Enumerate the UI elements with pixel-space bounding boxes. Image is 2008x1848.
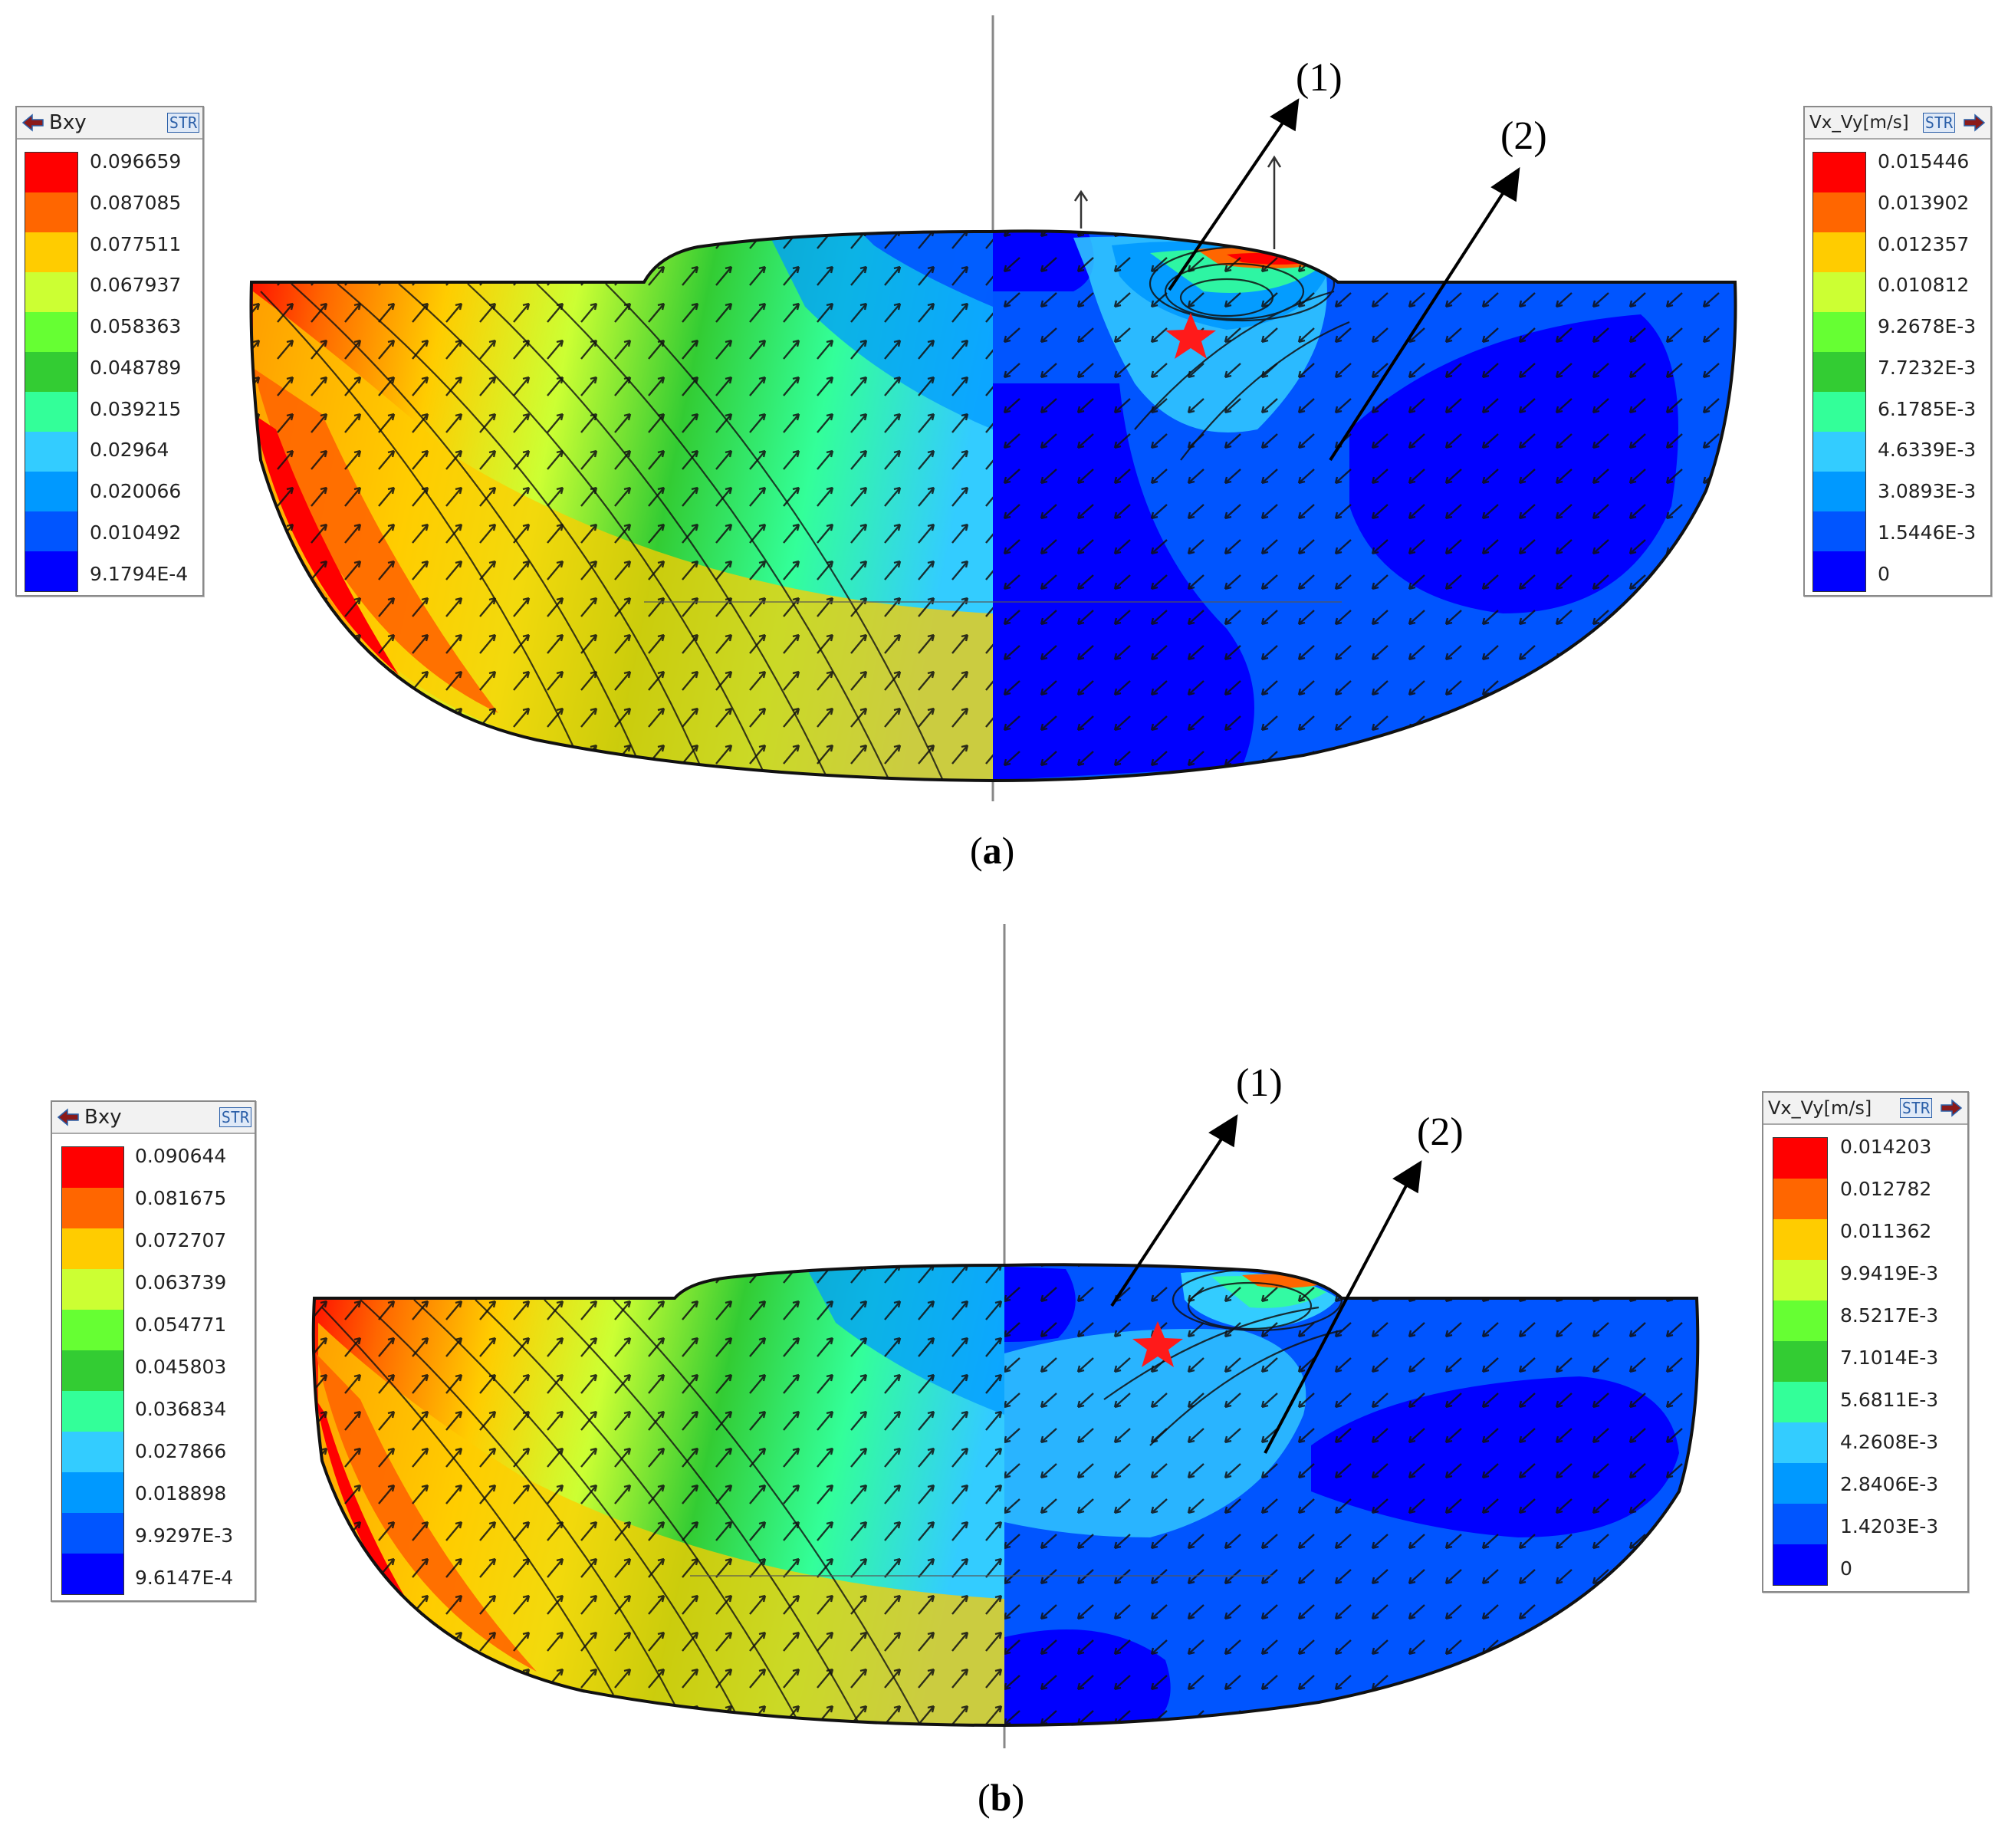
color-scale [61, 1146, 124, 1595]
str-badge[interactable]: STR [219, 1107, 251, 1127]
legend-value: 0.015446 [1878, 150, 1970, 173]
legend-value: 0.054771 [135, 1314, 227, 1336]
color-scale [1773, 1137, 1828, 1586]
panel-a: (1) (2) Bxy STR 0.096659 0.087085 0.0775… [15, 15, 1992, 872]
legend-value: 0.020066 [90, 480, 182, 502]
legend-value: 9.1794E-4 [90, 563, 189, 585]
legend-value: 9.9297E-3 [135, 1524, 234, 1547]
legend-value: 0.039215 [90, 398, 182, 420]
field-plot-b [311, 924, 1700, 1748]
caption-a: (a) [970, 829, 1015, 872]
legend-value: 0.077511 [90, 233, 182, 255]
star-marker-a [1165, 313, 1216, 359]
legend-value: 9.2678E-3 [1878, 315, 1977, 337]
legend-value: 0.012357 [1878, 233, 1970, 255]
legend-value: 0.096659 [90, 150, 182, 173]
annotation-label-1-a: (1) [1296, 56, 1343, 100]
velocity-field-region-b [1004, 1264, 1698, 1725]
magnetic-field-region-b [313, 1265, 1004, 1725]
annotation-label-2-b: (2) [1417, 1110, 1464, 1154]
legend-value: 1.5446E-3 [1878, 521, 1977, 544]
legend-title: Bxy [49, 111, 87, 134]
legend-value: 0 [1878, 563, 1890, 585]
legend-title: Vx_Vy[m/s] [1768, 1097, 1872, 1119]
legend-value: 0.048789 [90, 357, 182, 379]
legend-value: 0.058363 [90, 315, 182, 337]
arrow-left-icon[interactable] [55, 1106, 81, 1129]
legend-bxy-b: Bxy STR 0.090644 0.081675 0.072707 0.063… [51, 1100, 256, 1602]
legend-value: 0.02964 [90, 439, 169, 461]
legend-value: 4.6339E-3 [1878, 439, 1977, 461]
color-scale [1812, 152, 1866, 592]
legend-value: 9.6147E-4 [135, 1567, 234, 1589]
annotation-label-1-b: (1) [1236, 1061, 1283, 1105]
crucible-outline-b [311, 1263, 1700, 1728]
legend-value: 6.1785E-3 [1878, 398, 1977, 420]
crucible-outline-a [249, 229, 1737, 783]
legend-value: 0.063739 [135, 1271, 227, 1294]
color-scale [25, 152, 78, 592]
legend-value: 0.018898 [135, 1482, 227, 1504]
legend-value: 0.010812 [1878, 274, 1970, 296]
legend-value: 0.014203 [1840, 1136, 1932, 1158]
caption-b: (b) [978, 1776, 1025, 1819]
legend-value: 7.1014E-3 [1840, 1347, 1939, 1369]
str-badge[interactable]: STR [166, 113, 199, 133]
legend-value: 3.0893E-3 [1878, 480, 1977, 502]
legend-value: 0.045803 [135, 1356, 227, 1378]
arrow-left-icon[interactable] [20, 111, 46, 134]
legend-value: 0.081675 [135, 1187, 227, 1209]
legend-velocity-a: Vx_Vy[m/s] STR 0.015446 0.013902 0.01235… [1803, 106, 1992, 597]
legend-value: 9.9419E-3 [1840, 1262, 1939, 1284]
legend-value: 0.027866 [135, 1440, 227, 1462]
annotation-arrows-a [1168, 98, 1520, 462]
panel-b: (1) (2) Bxy STR 0.090644 0.081675 0.0727… [0, 924, 2008, 1848]
legend-value: 5.6811E-3 [1840, 1389, 1939, 1411]
legend-value: 0.013902 [1878, 192, 1970, 214]
legend-title: Vx_Vy[m/s] [1809, 113, 1909, 133]
legend-title: Bxy [84, 1106, 122, 1129]
star-marker-b [1132, 1321, 1183, 1367]
arrow-right-icon[interactable] [1961, 111, 1987, 134]
legend-value: 0.067937 [90, 274, 182, 296]
annotation-arrows-b [1110, 1114, 1422, 1454]
legend-value: 2.8406E-3 [1840, 1473, 1939, 1495]
arrow-right-icon[interactable] [1938, 1097, 1964, 1120]
legend-value: 7.7232E-3 [1878, 357, 1977, 379]
legend-value: 4.2608E-3 [1840, 1431, 1939, 1453]
magnetic-field-region-a [251, 232, 993, 781]
str-badge[interactable]: STR [1899, 1098, 1932, 1118]
str-badge[interactable]: STR [1922, 113, 1955, 133]
field-plot-a [249, 15, 1737, 801]
legend-value: 8.5217E-3 [1840, 1304, 1939, 1327]
annotation-label-2-a: (2) [1500, 114, 1547, 158]
legend-value: 0.090644 [135, 1145, 227, 1167]
legend-velocity-b: Vx_Vy[m/s] STR 0.014203 0.012782 0.01136… [1762, 1091, 1969, 1593]
legend-value: 0 [1840, 1557, 1852, 1580]
legend-value: 0.011362 [1840, 1220, 1932, 1242]
legend-value: 0.012782 [1840, 1178, 1932, 1200]
velocity-field-region-a [993, 231, 1736, 781]
legend-value: 0.010492 [90, 521, 182, 544]
legend-value: 0.087085 [90, 192, 182, 214]
legend-bxy-a: Bxy STR 0.096659 0.087085 0.077511 0.067… [15, 106, 204, 597]
legend-value: 1.4203E-3 [1840, 1515, 1939, 1537]
legend-value: 0.072707 [135, 1229, 227, 1251]
legend-value: 0.036834 [135, 1398, 227, 1420]
